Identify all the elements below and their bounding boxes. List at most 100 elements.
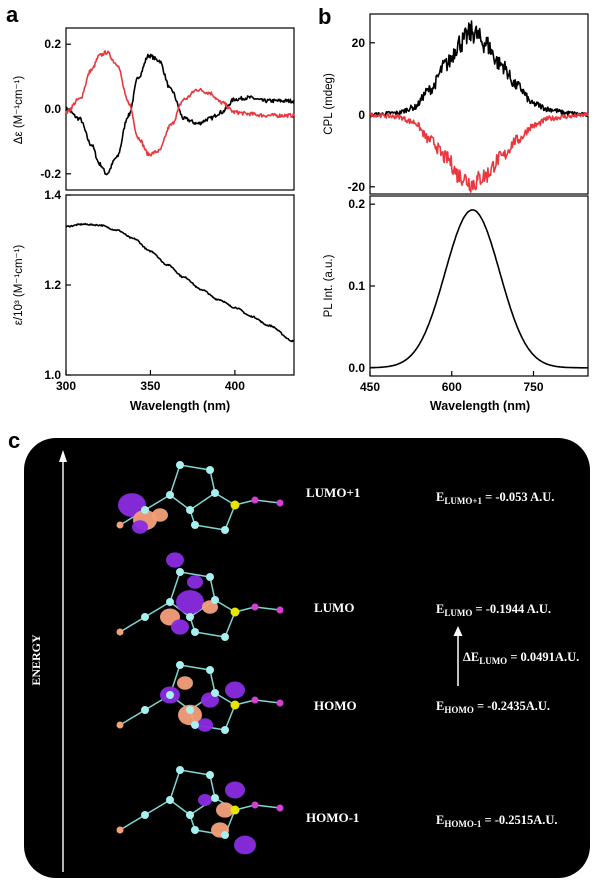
pl-series-group xyxy=(369,209,589,369)
abs-ytick-label: 1.4 xyxy=(44,188,61,202)
molecule-bond xyxy=(179,769,211,776)
molecule-atom xyxy=(191,521,199,529)
molecule-bond xyxy=(254,606,281,611)
orbital-lobe xyxy=(225,681,245,699)
cd-series-group xyxy=(65,50,295,176)
panel-b-letter: b xyxy=(318,4,331,29)
molecule-bond xyxy=(179,464,211,471)
molecule-atom xyxy=(191,628,199,636)
molecule-orbital-0 xyxy=(116,461,284,534)
abs-x-axis-title: Wavelength (nm) xyxy=(130,399,230,413)
molecule-atom xyxy=(276,606,284,614)
cd-ytick-label: -0.2 xyxy=(40,167,61,181)
cpl-ytick-label: -20 xyxy=(348,180,366,194)
homo-minus-1-label: HOMO-1 xyxy=(306,810,359,825)
molecule-atom xyxy=(176,766,184,774)
molecule-atom xyxy=(166,598,174,606)
molecule-atom xyxy=(251,603,259,611)
molecule-atom xyxy=(211,596,219,604)
abs-series-group xyxy=(65,222,295,343)
molecule-bond xyxy=(179,571,211,578)
molecule-atom xyxy=(191,826,199,834)
molecule-atom xyxy=(166,691,174,699)
molecule-atom xyxy=(186,613,194,621)
molecule-atom xyxy=(251,496,259,504)
molecule-atom xyxy=(116,628,124,636)
molecule-atom xyxy=(276,804,284,812)
abs-xtick-label: 350 xyxy=(140,379,160,393)
orbital-molecule-images xyxy=(116,461,284,855)
molecule-bond xyxy=(169,769,181,801)
molecule-bond xyxy=(169,799,191,816)
molecule-bond xyxy=(144,601,171,618)
abs-xtick-label: 400 xyxy=(225,379,245,393)
orbital-lobe xyxy=(132,520,148,534)
molecule-atom xyxy=(176,661,184,669)
panel-a-letter: a xyxy=(6,2,19,27)
orbital-lobe xyxy=(225,781,245,799)
pl-ticks: 0.2 0.1 0.0 450 600 750 xyxy=(348,197,544,394)
orbital-lobe xyxy=(197,718,213,732)
cd-y-axis-title: Δε (M⁻¹cm⁻¹) xyxy=(13,76,25,145)
pl-xtick-label: 750 xyxy=(523,380,543,394)
cpl-series-line-0 xyxy=(369,20,589,118)
orbital-lobe xyxy=(178,704,202,726)
cpl-series-group xyxy=(369,20,589,193)
pl-x-axis-title: Wavelength (nm) xyxy=(430,399,530,413)
pl-ytick-label: 0.1 xyxy=(348,279,365,293)
cpl-ytick-label: 0 xyxy=(358,108,365,122)
molecule-bond xyxy=(144,799,171,816)
cpl-y-ticks: 20 0 -20 xyxy=(348,36,375,194)
cpl-y-axis-title: CPL (mdeg) xyxy=(323,73,335,135)
orbital-lobe xyxy=(177,676,193,690)
molecule-atom xyxy=(141,811,149,819)
pl-y-axis-title: PL Int. (a.u.) xyxy=(323,254,335,317)
orbital-energy-diagram: ENERGY LUMO+1 LUMO HOMO HOMO-1 ELUMO+1 =… xyxy=(24,438,590,878)
molecule-atom xyxy=(211,489,219,497)
molecule-atom xyxy=(230,500,240,510)
abs-ytick-label: 1.2 xyxy=(44,278,61,292)
lumo-gap-energy: ΔELUMO = 0.0491A.U. xyxy=(463,650,579,666)
abs-plot-frame xyxy=(65,194,295,376)
pl-spectrum-plot: 0.2 0.1 0.0 450 600 750 PL Int. (a.u.) Wavele… xyxy=(323,195,589,413)
molecule-bond xyxy=(194,524,226,531)
cpl-series-line-1 xyxy=(369,112,589,193)
homo-minus-1-energy: EHOMO-1 = -0.2515A.U. xyxy=(436,813,558,829)
molecule-bond xyxy=(179,664,211,671)
orbital-lobe xyxy=(171,619,189,635)
molecule-bond xyxy=(169,464,181,496)
molecule-atom xyxy=(186,706,194,714)
orbital-lobe xyxy=(216,802,234,818)
molecule-atom xyxy=(221,726,229,734)
molecule-atom xyxy=(221,831,229,839)
molecule-atom xyxy=(211,794,219,802)
abs-xtick-label: 300 xyxy=(56,379,76,393)
lumo-label: LUMO xyxy=(314,600,354,615)
pl-ytick-label: 0.0 xyxy=(348,361,365,375)
lumo-energy: ELUMO = -0.1944 A.U. xyxy=(436,602,551,618)
molecule-bond xyxy=(119,814,146,831)
molecule-bond xyxy=(169,494,191,511)
molecule-atom xyxy=(186,811,194,819)
molecule-atom xyxy=(176,461,184,469)
molecule-atom xyxy=(116,521,124,529)
orbital-lobe xyxy=(118,493,146,517)
molecule-bond xyxy=(194,631,226,638)
molecule-bond xyxy=(189,492,216,511)
molecule-atom xyxy=(230,805,240,815)
molecule-bond xyxy=(119,709,146,726)
molecule-orbital-2 xyxy=(116,661,284,734)
molecule-orbital-1 xyxy=(116,552,284,641)
orbital-lobe xyxy=(152,508,168,522)
molecule-atom xyxy=(141,706,149,714)
molecule-atom xyxy=(251,696,259,704)
molecule-bond xyxy=(144,494,171,511)
cpl-spectrum-plot: 20 0 -20 CPL (mdeg) xyxy=(323,13,589,195)
molecule-atom xyxy=(276,699,284,707)
molecule-atom xyxy=(166,491,174,499)
pl-series-line-0 xyxy=(369,209,589,369)
panel-c-letter: c xyxy=(8,428,20,453)
